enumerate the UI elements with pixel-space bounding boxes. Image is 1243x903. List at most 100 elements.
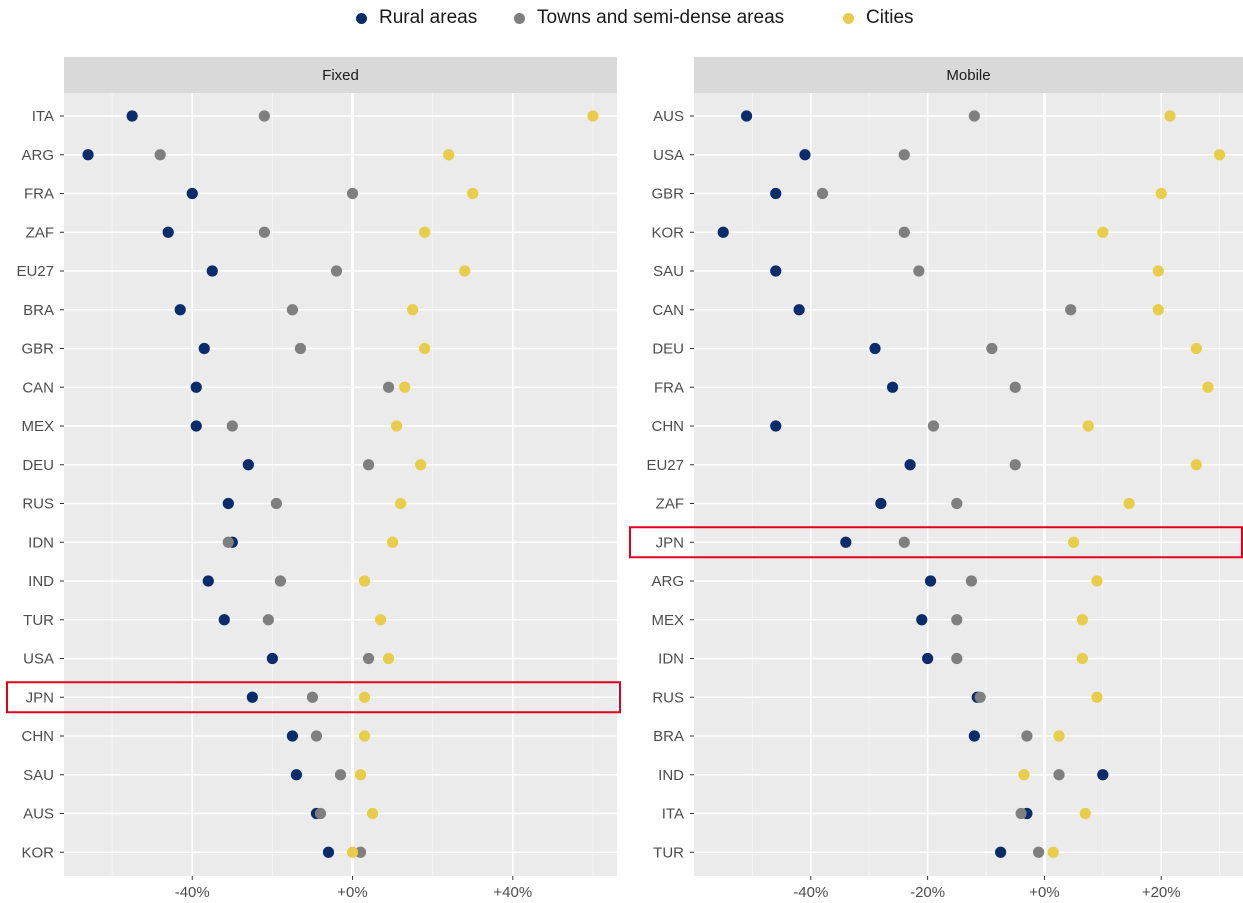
fixed-point-cities-rus <box>395 497 407 510</box>
fixed-point-cities-idn <box>386 536 399 548</box>
mobile-point-rural-deu <box>869 342 881 355</box>
mobile-x-tick-label: +0% <box>1029 884 1059 901</box>
fixed-highlight-box <box>6 681 621 714</box>
mobile-y-label-zaf: ZAF <box>656 496 684 513</box>
mobile-point-cities-sau <box>1152 265 1164 277</box>
fixed-point-rural-jpn <box>246 691 258 703</box>
fixed-point-towns-usa <box>362 652 375 665</box>
fixed-point-towns-sau <box>334 769 347 781</box>
legend-label-cities: Cities <box>866 7 914 28</box>
mobile-point-rural-ind <box>1097 769 1109 781</box>
mobile-point-towns-ind <box>1053 769 1065 781</box>
mobile-y-label-tur: TUR <box>653 844 684 861</box>
fixed-strip <box>64 57 617 93</box>
fixed-y-label-ita: ITA <box>32 108 54 125</box>
mobile-point-rural-idn <box>922 652 934 665</box>
mobile-point-cities-arg <box>1091 575 1103 587</box>
fixed-point-cities-usa <box>382 652 395 665</box>
fixed-y-label-aus: AUS <box>23 806 54 823</box>
legend-marker-cities <box>843 12 854 24</box>
fixed-point-rural-chn <box>286 730 299 742</box>
fixed-point-towns-aus <box>314 807 327 820</box>
mobile-point-towns-kor <box>898 226 910 238</box>
legend-item-cities: Cities <box>843 6 914 30</box>
fixed-x-tick-label: -40% <box>175 884 210 901</box>
mobile-x-tick-label: -40% <box>793 884 828 901</box>
mobile-point-rural-jpn <box>840 536 852 548</box>
fixed-point-cities-bra <box>407 304 419 316</box>
mobile-point-towns-tur <box>1032 846 1045 858</box>
mobile-y-label-can: CAN <box>652 302 684 319</box>
mobile-point-towns-deu <box>986 342 998 355</box>
fixed-point-rural-ind <box>202 575 214 587</box>
fixed-point-towns-jpn <box>306 691 319 703</box>
fixed-point-rural-kor <box>322 846 335 858</box>
mobile-point-rural-bra <box>968 730 980 742</box>
mobile-point-towns-usa <box>898 149 910 161</box>
mobile-y-label-sau: SAU <box>653 263 684 280</box>
fixed-point-cities-aus <box>366 807 379 820</box>
fixed-x-tick-label: +0% <box>337 884 367 901</box>
fixed-point-cities-chn <box>358 730 371 742</box>
mobile-point-cities-ita <box>1079 807 1091 820</box>
mobile-panel: Mobile -40% -20% +0% +20% AUS USA GBR KOR SAU CAN D… <box>629 57 1243 901</box>
mobile-point-rural-gbr <box>770 187 782 200</box>
fixed-panel: Fixed -40% +0% +40% ITA ARG FRA ZAF EU27 BRA GBR CA… <box>6 57 621 901</box>
fixed-point-cities-fra <box>467 187 479 200</box>
mobile-point-cities-fra <box>1202 381 1214 393</box>
mobile-point-cities-zaf <box>1123 497 1135 510</box>
fixed-y-label-idn: IDN <box>28 534 54 551</box>
fixed-point-towns-rus <box>270 497 282 510</box>
fixed-point-rural-sau <box>290 769 303 781</box>
fixed-plot-background <box>64 93 617 876</box>
mobile-y-label-rus: RUS <box>652 689 684 706</box>
mobile-point-towns-mex <box>951 614 963 626</box>
fixed-point-towns-fra <box>346 187 359 200</box>
mobile-point-towns-gbr <box>816 187 829 200</box>
fixed-y-label-chn: CHN <box>22 728 55 745</box>
mobile-point-cities-rus <box>1091 691 1103 703</box>
mobile-point-towns-jpn <box>898 536 910 548</box>
mobile-point-towns-idn <box>951 652 963 665</box>
mobile-point-towns-zaf <box>951 497 963 510</box>
fixed-point-towns-ind <box>274 575 286 587</box>
mobile-point-towns-fra <box>1009 381 1021 393</box>
fixed-panel-title: Fixed <box>322 67 359 84</box>
mobile-point-towns-ita <box>1015 807 1027 820</box>
fixed-y-label-ind: IND <box>28 573 54 590</box>
fixed-point-rural-tur <box>218 614 230 626</box>
fixed-point-cities-sau <box>354 769 367 781</box>
mobile-y-label-gbr: GBR <box>651 186 684 203</box>
fixed-point-towns-can <box>382 381 395 393</box>
fixed-point-rural-gbr <box>198 342 210 355</box>
mobile-point-cities-aus <box>1164 110 1176 122</box>
fixed-point-rural-deu <box>242 459 254 471</box>
fixed-y-label-usa: USA <box>23 651 54 668</box>
fixed-y-label-zaf: ZAF <box>26 224 54 241</box>
mobile-point-rural-eu27 <box>904 459 916 471</box>
fixed-y-label-eu27: EU27 <box>16 263 54 280</box>
fixed-y-label-jpn: JPN <box>26 689 54 706</box>
mobile-point-cities-idn <box>1076 652 1088 665</box>
fixed-y-label-sau: SAU <box>23 767 54 784</box>
mobile-strip <box>694 57 1243 93</box>
chart-legend: Rural areas Towns and semi-dense areas C… <box>0 0 1243 36</box>
mobile-y-label-eu27: EU27 <box>646 457 684 474</box>
mobile-point-rural-can <box>793 304 805 316</box>
mobile-point-towns-rus <box>974 691 986 703</box>
mobile-point-cities-bra <box>1053 730 1065 742</box>
mobile-point-rural-aus <box>740 110 753 122</box>
fixed-point-rural-can <box>190 381 202 393</box>
mobile-y-label-jpn: JPN <box>656 534 684 551</box>
mobile-point-rural-kor <box>717 226 729 238</box>
mobile-y-label-ita: ITA <box>662 806 684 823</box>
mobile-point-cities-ind <box>1018 769 1030 781</box>
fixed-point-cities-can <box>399 381 411 393</box>
fixed-point-rural-usa <box>266 652 278 665</box>
mobile-point-cities-jpn <box>1068 536 1080 548</box>
legend-label-towns: Towns and semi-dense areas <box>537 7 785 28</box>
mobile-point-towns-sau <box>913 265 925 277</box>
fixed-point-towns-mex <box>226 420 238 432</box>
fixed-point-rural-fra <box>186 187 198 200</box>
fixed-point-towns-zaf <box>258 226 270 238</box>
